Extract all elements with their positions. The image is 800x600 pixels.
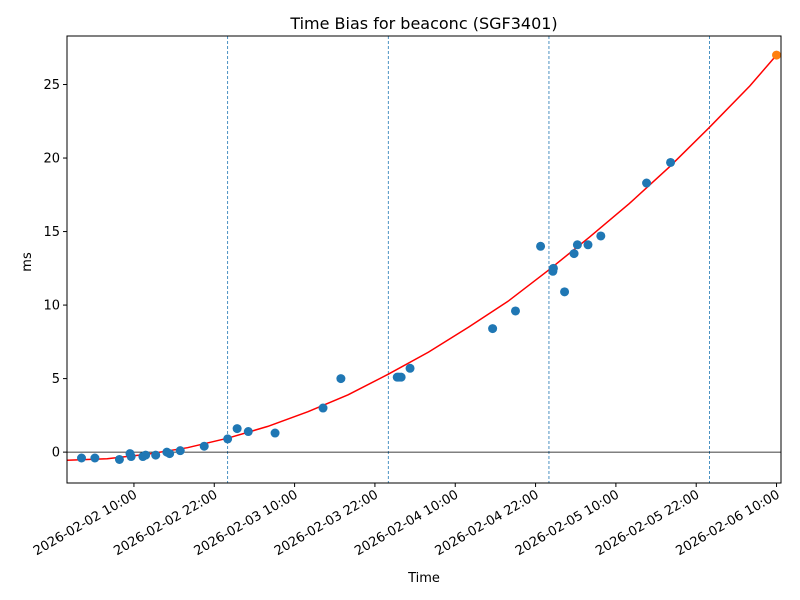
measurement-point bbox=[560, 287, 570, 297]
measurement-point bbox=[572, 240, 582, 250]
measurement-point bbox=[642, 178, 652, 188]
y-tick-label: 20 bbox=[43, 152, 60, 167]
fit-curve bbox=[66, 54, 778, 461]
measurement-point bbox=[151, 450, 161, 460]
y-tick-label: 0 bbox=[52, 446, 60, 461]
measurement-point bbox=[175, 446, 185, 456]
measurement-point bbox=[396, 372, 406, 382]
measurement-point bbox=[165, 449, 175, 459]
y-tick-label: 5 bbox=[52, 372, 60, 387]
y-tick-label: 10 bbox=[43, 299, 60, 314]
measurement-point bbox=[232, 424, 242, 434]
measurement-point bbox=[318, 403, 328, 413]
measurement-point bbox=[90, 453, 100, 463]
plot-area bbox=[66, 36, 782, 483]
measurement-point bbox=[223, 434, 233, 444]
y-tick-label: 15 bbox=[43, 225, 60, 240]
y-tick-label: 25 bbox=[43, 78, 60, 93]
measurement-point bbox=[548, 263, 558, 273]
projected-point bbox=[772, 50, 782, 60]
y-axis-title: ms bbox=[20, 252, 35, 272]
measurement-point bbox=[336, 374, 346, 384]
measurement-point bbox=[510, 306, 520, 316]
plot-frame bbox=[66, 35, 782, 484]
measurement-point bbox=[199, 441, 209, 451]
measurement-point bbox=[126, 452, 136, 462]
measurement-point bbox=[596, 231, 606, 241]
measurement-point bbox=[270, 428, 280, 438]
measurement-point bbox=[77, 453, 87, 463]
measurement-point bbox=[488, 324, 498, 334]
measurement-point bbox=[405, 363, 415, 373]
measurement-point bbox=[141, 450, 151, 460]
chart-title: Time Bias for beaconc (SGF3401) bbox=[289, 14, 557, 33]
x-axis-title: Time bbox=[407, 571, 440, 586]
measurement-point bbox=[243, 427, 253, 437]
measurement-point bbox=[583, 240, 593, 250]
measurement-point bbox=[536, 241, 546, 251]
measurement-point bbox=[114, 454, 124, 464]
measurement-point bbox=[666, 157, 676, 167]
y-axis: 0 5 10 15 20 25 bbox=[43, 78, 67, 461]
measurement-point bbox=[569, 249, 579, 259]
